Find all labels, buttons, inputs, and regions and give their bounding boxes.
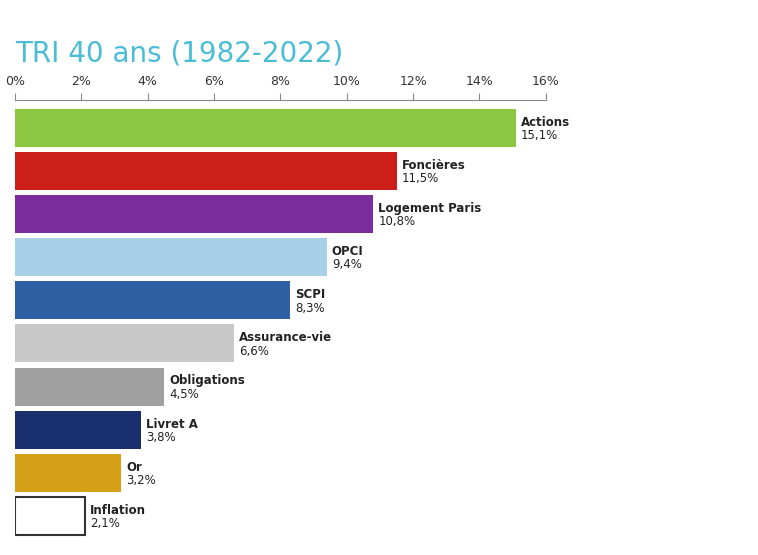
Text: TRI 40 ans (1982-2022): TRI 40 ans (1982-2022) — [15, 39, 343, 67]
Text: Foncières: Foncières — [402, 159, 465, 172]
Text: Inflation: Inflation — [89, 504, 146, 517]
Text: Or: Or — [127, 461, 143, 473]
Text: 4,5%: 4,5% — [169, 388, 199, 401]
Bar — [15, 281, 290, 319]
Text: Livret A: Livret A — [146, 417, 198, 431]
Text: Assurance-vie: Assurance-vie — [239, 331, 332, 344]
Text: 9,4%: 9,4% — [332, 259, 362, 271]
Bar — [15, 325, 234, 362]
Text: 2,1%: 2,1% — [89, 517, 120, 530]
Bar — [15, 497, 85, 535]
Text: 11,5%: 11,5% — [402, 172, 439, 185]
Text: 15,1%: 15,1% — [521, 129, 558, 142]
Text: Obligations: Obligations — [169, 375, 245, 387]
Text: SCPI: SCPI — [296, 288, 326, 301]
Bar — [15, 454, 121, 492]
Text: 3,8%: 3,8% — [146, 431, 176, 444]
Bar — [15, 367, 164, 406]
Text: OPCI: OPCI — [332, 245, 364, 258]
Text: 8,3%: 8,3% — [296, 301, 325, 315]
Bar — [15, 238, 327, 276]
Text: Logement Paris: Logement Paris — [378, 202, 481, 215]
Text: 3,2%: 3,2% — [127, 474, 156, 487]
Text: 6,6%: 6,6% — [239, 345, 269, 358]
Bar — [15, 152, 396, 190]
Bar — [15, 109, 516, 147]
Bar — [15, 195, 374, 233]
Text: 10,8%: 10,8% — [378, 215, 415, 229]
Text: Actions: Actions — [521, 116, 570, 129]
Bar — [15, 411, 141, 448]
